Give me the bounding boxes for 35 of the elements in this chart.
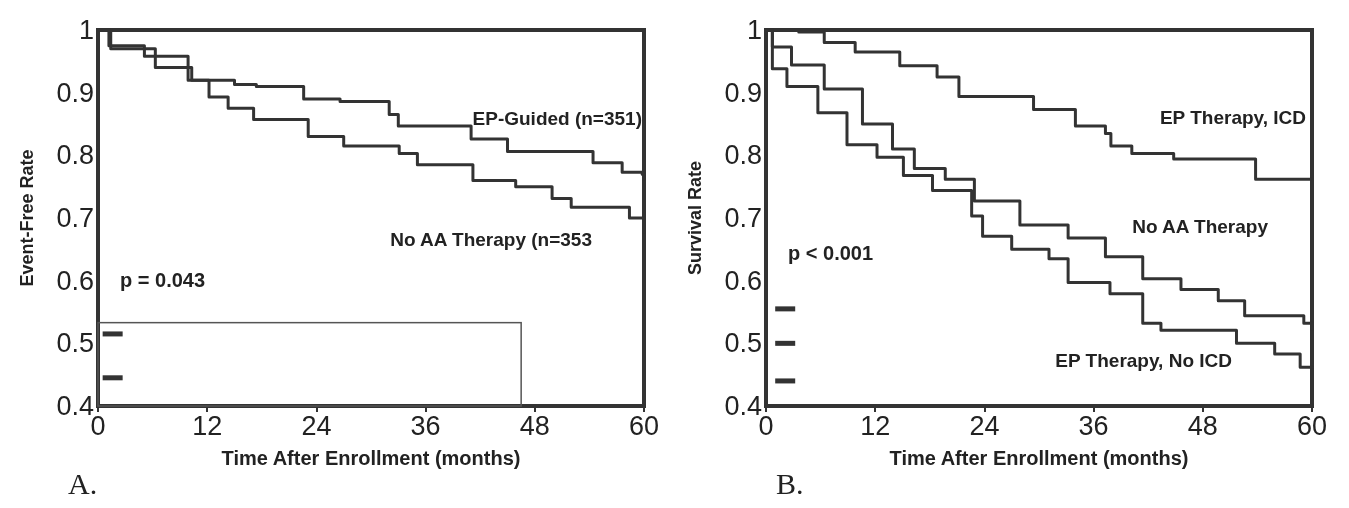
- x-tick-label: 12: [860, 410, 891, 441]
- series-label: EP Therapy, No ICD: [1055, 349, 1232, 371]
- x-tick-label: 36: [410, 410, 441, 441]
- y-axis-title: Survival Rate: [685, 160, 705, 276]
- y-tick-label: 0.9: [724, 77, 762, 108]
- x-tick-label: 60: [1296, 410, 1328, 441]
- y-tick-label: 0.7: [724, 203, 762, 233]
- x-tick-label: 60: [628, 410, 660, 441]
- x-tick-label: 36: [1078, 410, 1109, 441]
- y-axis-title: Event-Free Rate: [17, 149, 37, 287]
- x-tick-label: 48: [519, 410, 550, 441]
- y-tick-label: 1: [78, 15, 94, 45]
- text: B.: [776, 466, 804, 500]
- x-tick-label: 24: [969, 410, 1000, 441]
- series-label: EP-Guided (n=351): [472, 107, 642, 129]
- x-axis-title: Time After Enrollment (months): [889, 447, 1189, 469]
- series-label: EP Therapy, ICD: [1159, 106, 1306, 128]
- annotation: p < 0.001: [788, 242, 874, 264]
- y-tick-label: 0.8: [724, 140, 762, 171]
- x-tick-label: 48: [1187, 410, 1218, 441]
- y-tick-label: 1: [746, 15, 762, 45]
- series-label: No AA Therapy: [1132, 216, 1269, 238]
- y-tick-label: 0.6: [724, 265, 762, 296]
- y-tick-label: 0.6: [56, 265, 94, 296]
- text: A.: [68, 466, 98, 500]
- y-tick-label: 0.9: [56, 77, 94, 108]
- x-axis-title: Time After Enrollment (months): [221, 447, 521, 469]
- y-tick-label: 0.7: [56, 203, 94, 233]
- series-label: No AA Therapy (n=353: [390, 229, 592, 251]
- y-tick-label: 0.5: [56, 328, 94, 359]
- x-tick-label: 12: [192, 410, 223, 441]
- annotation: p = 0.043: [120, 269, 206, 291]
- x-tick-label: 24: [301, 410, 332, 441]
- y-tick-label: 0.8: [56, 140, 94, 171]
- y-tick-label: 0.5: [724, 328, 762, 359]
